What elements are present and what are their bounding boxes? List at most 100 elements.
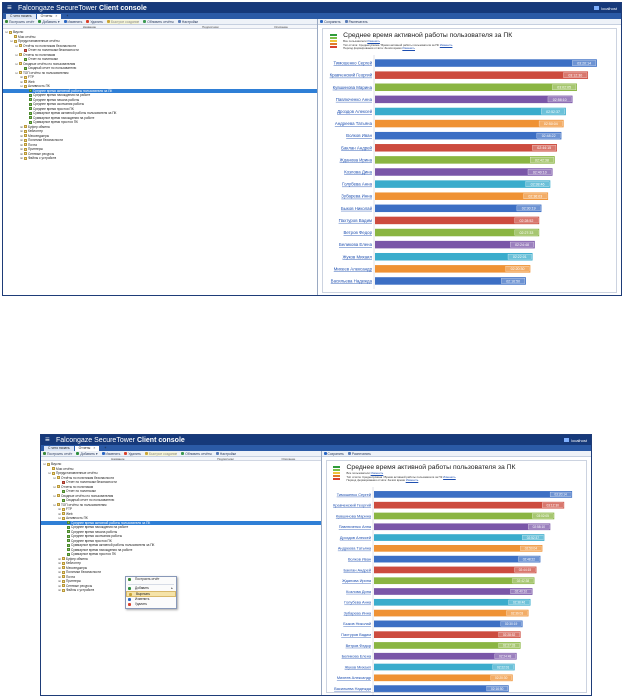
category-label[interactable]: Михеев Александр <box>336 675 370 680</box>
category-label[interactable]: Кравченский Георгий <box>333 502 371 507</box>
expand-toggle-icon[interactable]: ⊞ <box>20 79 23 84</box>
tree-item[interactable]: ⊞ Кейлоггер <box>41 561 321 566</box>
change-link[interactable]: Изменить <box>443 474 456 479</box>
category-label[interactable]: Волков Иван <box>346 133 372 138</box>
category-label[interactable]: Пахтуров Вадим <box>339 218 372 223</box>
expand-toggle-icon[interactable]: ⊞ <box>20 129 23 133</box>
menu-icon[interactable]: ≡ <box>45 435 50 444</box>
tab-reports[interactable]: Отчеты × <box>36 14 62 19</box>
print-button[interactable]: Распечатать <box>347 452 371 456</box>
toolbar-button-3[interactable]: Удалить <box>124 452 141 456</box>
category-label[interactable]: Козлова Дина <box>344 169 372 174</box>
expand-toggle-icon[interactable]: ⊟ <box>53 493 56 498</box>
category-label[interactable]: Голубева Анна <box>344 599 372 604</box>
tree-item[interactable]: ⊟ Сводные отчёты по пользователям <box>3 62 317 67</box>
column-description[interactable]: Описание <box>281 457 296 461</box>
column-name[interactable]: Название <box>111 457 125 461</box>
host-indicator[interactable]: localhost <box>564 438 587 443</box>
toolbar-button-0[interactable]: Построить отчёт <box>5 20 34 24</box>
expand-toggle-icon[interactable]: ⊟ <box>53 475 56 480</box>
category-label[interactable]: Тимошенко Сергей <box>336 492 370 497</box>
tree-item[interactable]: ⊟ Вкусно <box>3 30 317 35</box>
toolbar-button-2[interactable]: Изменить <box>63 20 82 24</box>
change-link[interactable]: Изменить <box>367 39 380 43</box>
tree-item[interactable]: Среднее время активной работы пользовате… <box>3 88 318 93</box>
close-icon[interactable]: × <box>93 446 96 450</box>
expand-toggle-icon[interactable]: ⊞ <box>58 511 61 516</box>
toolbar-button-1[interactable]: Добавить ▾ <box>76 452 98 456</box>
tab-start[interactable]: С чего начать <box>44 446 74 451</box>
expand-toggle-icon[interactable]: ⊞ <box>20 124 23 129</box>
expand-toggle-icon[interactable]: ⊟ <box>10 39 13 43</box>
category-label[interactable]: Андреева Татьяна <box>335 121 373 126</box>
category-label[interactable]: Зубарева Инна <box>341 194 372 199</box>
host-indicator[interactable]: localhost <box>594 6 617 11</box>
expand-toggle-icon[interactable]: ⊞ <box>20 138 23 142</box>
tree-item[interactable]: Отчет по политикам <box>3 57 317 62</box>
toolbar-button-2[interactable]: Изменить <box>101 452 120 456</box>
category-label[interactable]: Кувшинова Марина <box>335 513 371 518</box>
tree-item[interactable]: Среднее время окончания работы <box>41 534 321 539</box>
category-label[interactable]: Васильева Надежда <box>331 278 373 283</box>
category-label[interactable]: Волков Иван <box>347 556 370 561</box>
expand-toggle-icon[interactable]: ⊞ <box>20 75 23 79</box>
new-tab-button[interactable]: + <box>62 14 72 19</box>
tree-item[interactable]: ⊟ ТОП отчёты по пользователям <box>3 71 317 76</box>
category-label[interactable]: Козлова Дина <box>346 589 372 594</box>
column-description[interactable]: Описание <box>274 25 288 29</box>
tree-item[interactable]: Суммарное время простоя ПК <box>41 552 321 557</box>
expand-toggle-icon[interactable]: ⊞ <box>20 147 23 151</box>
tree-item[interactable]: ⊞ Почта <box>3 143 317 148</box>
category-label[interactable]: Беликова Елена <box>339 242 373 247</box>
tree-item[interactable]: Среднее время окончания работы <box>3 102 317 107</box>
tree-item[interactable]: Мои отчёты <box>3 35 317 40</box>
category-label[interactable]: Жуков Михаил <box>343 254 373 259</box>
tab-start[interactable]: С чего начать <box>6 14 36 19</box>
context-menu-item[interactable]: Вырезать <box>126 591 176 597</box>
close-icon[interactable]: × <box>55 14 58 18</box>
category-label[interactable]: Ветров Федор <box>344 230 373 235</box>
tree-item[interactable]: Среднее время начала работы <box>3 98 317 103</box>
tree-item[interactable]: Суммарное время нахождения на работе <box>3 116 317 121</box>
category-label[interactable]: Голубева Анна <box>342 181 373 186</box>
category-label[interactable]: Павлюченко Анна <box>338 524 371 529</box>
toolbar-button-5[interactable]: Обновить отчёты <box>143 20 174 24</box>
toolbar-button-4[interactable]: Быстрое создание <box>144 451 178 456</box>
expand-toggle-icon[interactable]: ⊞ <box>20 156 23 160</box>
tab-reports[interactable]: Отчеты × <box>74 446 100 451</box>
tree-item[interactable]: Среднее время нахождения на работе <box>3 93 317 98</box>
tree-item[interactable]: ⊞ Файлы с устройств <box>41 588 321 593</box>
tree-item[interactable]: ⊟ Предустановленные отчёты <box>41 471 321 476</box>
category-label[interactable]: Быков Николай <box>343 621 371 626</box>
tree-item[interactable]: ⊞ Сетевые ресурсы <box>41 584 321 589</box>
tree-item[interactable]: ⊞ Файлы с устройств <box>3 156 317 161</box>
tree-item[interactable]: ⊞ Буфер обмена <box>3 125 317 130</box>
expand-toggle-icon[interactable]: ⊞ <box>58 588 61 592</box>
expand-toggle-icon[interactable]: ⊞ <box>58 507 61 511</box>
category-label[interactable]: Жданова Ирина <box>340 157 373 162</box>
toolbar-button-5[interactable]: Обновить отчёты <box>181 452 212 456</box>
expand-toggle-icon[interactable]: ⊟ <box>15 52 18 57</box>
toolbar-button-4[interactable]: Быстрое создание <box>106 19 140 24</box>
category-label[interactable]: Дроздов Алексей <box>337 109 372 114</box>
context-menu-item[interactable]: Удалить <box>126 602 176 608</box>
change-link[interactable]: Изменить <box>405 478 419 483</box>
tree-item[interactable]: ⊞ Сетевые ресурсы <box>3 152 317 157</box>
tree-item[interactable]: ⊟ Отчёты по политикам безопасности <box>41 476 321 481</box>
column-subscribers[interactable]: Подписчики <box>202 25 219 29</box>
expand-toggle-icon[interactable]: ⊞ <box>58 579 61 583</box>
toolbar-button-0[interactable]: Построить отчёт <box>43 452 72 456</box>
tree-item[interactable]: ⊟ Отчёты по политикам безопасности <box>3 44 317 49</box>
tree-item[interactable]: ⊟ Активность ПК <box>3 84 317 89</box>
category-label[interactable]: Павлюченко Анна <box>336 97 373 102</box>
column-name[interactable]: Название <box>82 25 97 29</box>
save-button[interactable]: Сохранить <box>320 20 341 24</box>
tree-item[interactable]: ⊞ Мессенджеры <box>41 566 321 571</box>
tree-item[interactable]: Сводный отчет по пользователю <box>3 66 317 71</box>
category-label[interactable]: Пахтуров Вадим <box>341 632 371 637</box>
tree-item[interactable]: ⊞ FTP <box>41 507 321 512</box>
tree-item[interactable]: ⊞ Принтеры <box>41 579 321 584</box>
expand-toggle-icon[interactable]: ⊟ <box>53 484 56 489</box>
change-link[interactable]: Изменить <box>370 471 384 475</box>
tree-item[interactable]: Отчет по политикам безопасности <box>41 480 321 485</box>
